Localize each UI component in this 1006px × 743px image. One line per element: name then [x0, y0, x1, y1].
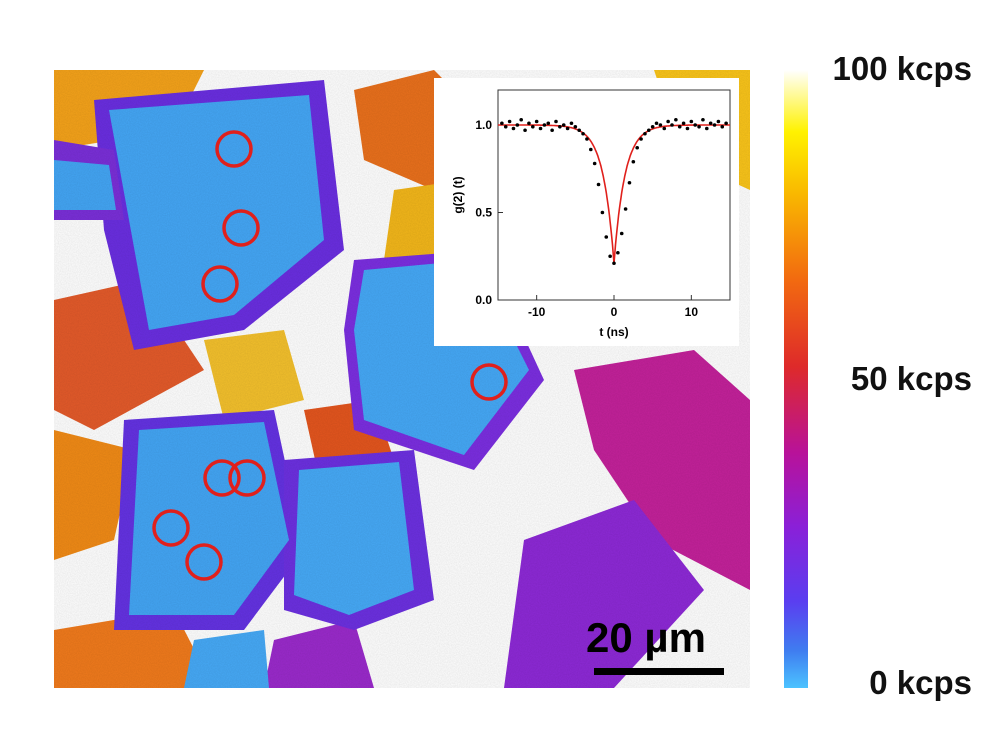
data-point: [550, 128, 554, 133]
emitter-marker: [203, 459, 241, 497]
data-point: [558, 124, 562, 129]
data-point: [635, 145, 639, 150]
data-point: [519, 117, 523, 122]
data-point: [716, 119, 721, 124]
data-point: [666, 119, 670, 124]
data-point: [554, 119, 558, 124]
x-tick-label: -10: [528, 305, 546, 319]
emitter-marker: [215, 130, 253, 168]
data-point: [720, 124, 725, 129]
colorbar-min-label: 0 kcps: [869, 664, 972, 701]
data-point: [689, 119, 694, 124]
data-point: [569, 121, 574, 126]
data-point: [674, 117, 678, 122]
emitter-marker: [152, 509, 190, 547]
data-point: [677, 124, 682, 129]
emitter-marker: [222, 209, 260, 247]
data-point: [693, 123, 697, 127]
data-point: [542, 123, 547, 127]
data-point: [527, 121, 531, 126]
data-point: [612, 261, 616, 266]
y-tick-label: 1.0: [475, 118, 492, 132]
data-point: [565, 126, 570, 131]
data-point: [503, 124, 508, 129]
data-point: [592, 161, 597, 166]
colorbar-max-label: 100 kcps: [832, 50, 972, 87]
data-point: [708, 121, 713, 126]
colorbar-mid-label: 50 kcps: [850, 360, 972, 397]
data-point: [631, 159, 636, 164]
fit-curve: [498, 124, 730, 264]
data-point: [507, 119, 512, 124]
x-tick-label: 0: [611, 305, 618, 319]
data-point: [561, 123, 566, 127]
data-point: [531, 124, 535, 129]
y-tick-label: 0.0: [475, 293, 492, 307]
data-point: [670, 123, 674, 127]
data-point: [511, 126, 516, 131]
data-point: [681, 121, 686, 126]
data-point: [697, 124, 701, 129]
data-point: [662, 126, 667, 131]
emitter-marker: [185, 543, 223, 581]
data-point: [589, 147, 593, 152]
data-point: [712, 123, 717, 127]
data-point: [573, 124, 578, 129]
data-point: [705, 126, 709, 131]
data-point: [619, 231, 624, 236]
data-point: [546, 121, 551, 126]
x-axis-label: t (ns): [599, 325, 628, 339]
data-point: [647, 128, 651, 133]
data-point: [623, 207, 628, 211]
data-point: [616, 250, 620, 255]
data-point: [581, 131, 585, 136]
scale-bar-label: 20 µm: [586, 614, 706, 661]
emitter-marker: [470, 363, 508, 401]
data-point: [538, 126, 543, 131]
y-tick-label: 0.5: [475, 206, 492, 220]
data-point: [604, 235, 609, 239]
data-point: [523, 128, 527, 133]
data-point: [658, 123, 663, 127]
data-point: [643, 131, 647, 136]
data-point: [608, 254, 612, 259]
x-tick-label: 10: [685, 305, 699, 319]
data-point: [654, 121, 659, 126]
data-point: [650, 124, 655, 129]
data-point: [600, 210, 605, 215]
data-point: [701, 117, 705, 122]
emitter-marker: [228, 459, 266, 497]
emitter-marker: [201, 265, 239, 303]
data-point: [585, 137, 589, 141]
data-point: [724, 121, 728, 126]
data-point: [515, 123, 520, 127]
colorbar: [784, 70, 808, 688]
y-axis-label: g(2) (t): [451, 176, 465, 213]
g2-inset-chart: 0.0 0.5 1.0 -10 0 10 t (ns) g(2) (t): [434, 78, 739, 346]
data-point: [500, 121, 504, 126]
data-point: [534, 119, 539, 124]
data-point: [685, 126, 690, 131]
data-point: [577, 128, 581, 133]
scale-bar: [594, 668, 724, 675]
data-point: [627, 180, 632, 185]
plot-frame: [497, 89, 731, 301]
data-point: [596, 182, 601, 187]
data-point: [639, 137, 643, 141]
